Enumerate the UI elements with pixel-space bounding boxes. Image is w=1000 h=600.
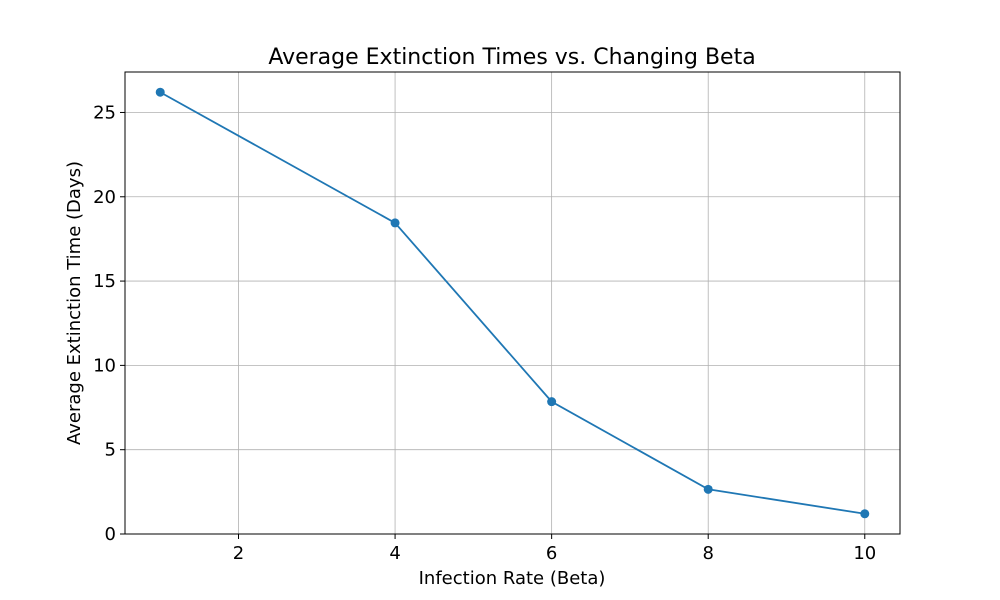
y-tick-label: 0 — [105, 524, 116, 545]
x-axis-label: Infection Rate (Beta) — [419, 568, 606, 589]
y-tick-label: 5 — [105, 440, 116, 461]
x-tick-label: 10 — [853, 543, 876, 564]
y-tick-label: 15 — [93, 271, 116, 292]
data-point — [703, 484, 713, 494]
data-point — [860, 509, 870, 519]
plot-frame — [124, 71, 901, 535]
data-point — [155, 87, 165, 97]
y-tick-label: 25 — [93, 102, 116, 123]
y-tick-label: 10 — [93, 355, 116, 376]
x-axis: 2 4 6 8 10 — [233, 534, 876, 564]
y-axis-label: Average Extinction Time (Days) — [64, 161, 85, 445]
x-tick-label: 4 — [389, 543, 400, 564]
y-tick-label: 20 — [93, 187, 116, 208]
data-point — [547, 397, 557, 407]
series-line — [159, 91, 865, 515]
x-tick-label: 6 — [546, 543, 557, 564]
data-point — [390, 218, 400, 228]
x-tick-label: 8 — [702, 543, 713, 564]
x-tick-label: 2 — [233, 543, 244, 564]
y-axis: 0 5 10 15 20 25 — [93, 102, 125, 545]
grid — [125, 72, 900, 535]
series-layer — [155, 87, 870, 519]
chart-title: Average Extinction Times vs. Changing Be… — [268, 45, 755, 70]
